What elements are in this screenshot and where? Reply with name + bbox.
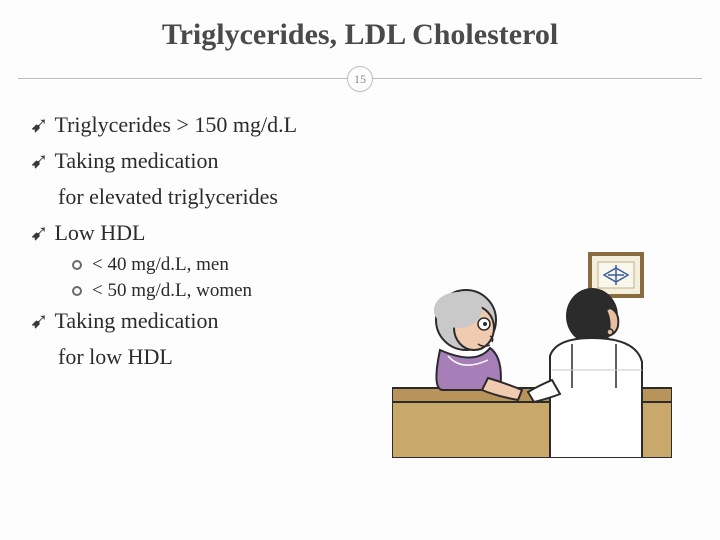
- bullet-icon: ➹: [30, 110, 48, 140]
- page-number-badge: 15: [347, 66, 373, 92]
- doctor-patient-illustration: [392, 238, 672, 458]
- sub-bullet-icon: [72, 260, 82, 270]
- bullet-item: ➹ Taking medication: [30, 146, 690, 176]
- bullet-text: Taking medication: [54, 306, 218, 336]
- sub-bullet-icon: [72, 286, 82, 296]
- bullet-icon: ➹: [30, 218, 48, 248]
- sub-bullet-text: < 40 mg/d.L, men: [92, 254, 229, 276]
- bullet-text: Triglycerides > 150 mg/d.L: [54, 110, 297, 140]
- bullet-text: Low HDL: [54, 218, 145, 248]
- bullet-item: ➹ Triglycerides > 150 mg/d.L: [30, 110, 690, 140]
- bullet-icon: ➹: [30, 146, 48, 176]
- bullet-continuation: for elevated triglycerides: [58, 182, 690, 212]
- title-divider: 15: [0, 66, 720, 92]
- bullet-text: Taking medication: [54, 146, 218, 176]
- sub-bullet-text: < 50 mg/d.L, women: [92, 280, 252, 302]
- page-title: Triglycerides, LDL Cholesterol: [0, 0, 720, 52]
- bullet-icon: ➹: [30, 306, 48, 336]
- slide: Triglycerides, LDL Cholesterol 15 ➹ Trig…: [0, 0, 720, 540]
